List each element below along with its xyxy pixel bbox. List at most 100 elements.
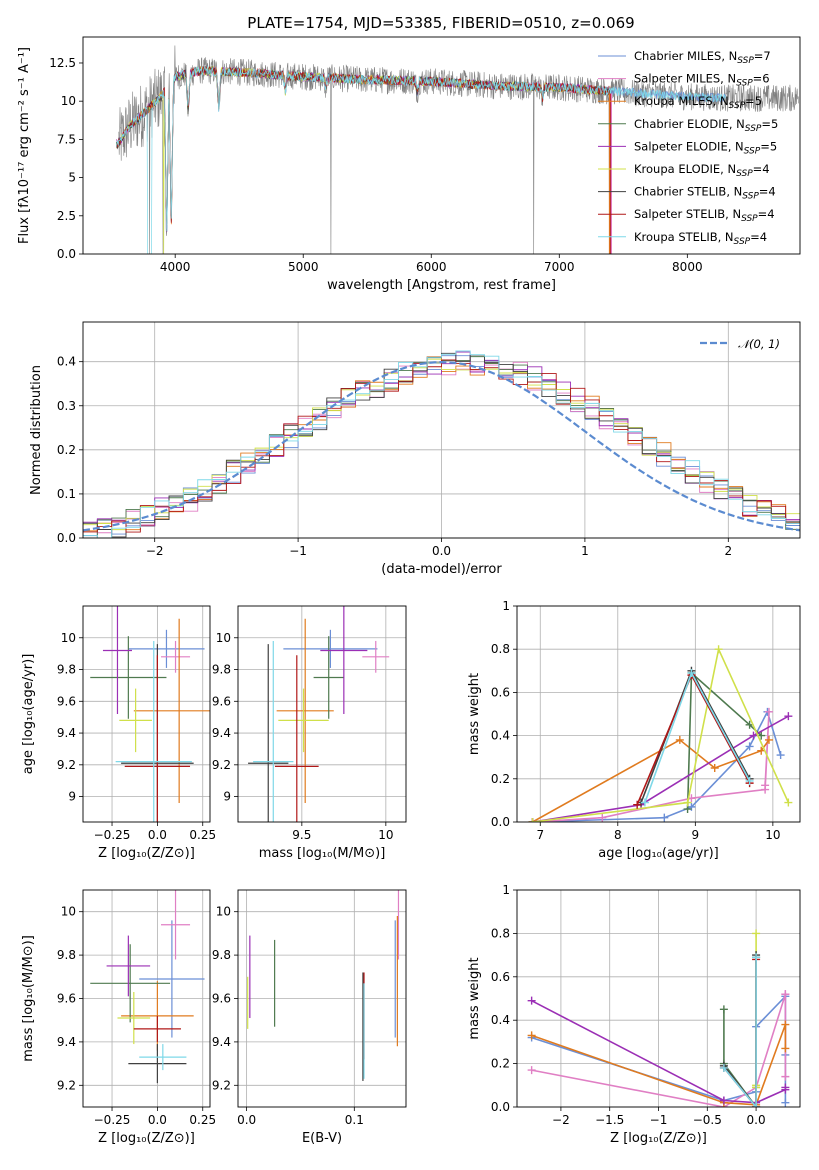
model-line-5 bbox=[115, 65, 611, 254]
y-tick-label: 0.2 bbox=[491, 1057, 510, 1071]
data-point-marker bbox=[781, 1044, 790, 1053]
axes-frame bbox=[82, 605, 211, 823]
chart-residual-histogram: −2 −1 0.0 1 2 0.0 0.1 0.2 0.3 0.4 (data-model)/err… bbox=[29, 321, 801, 577]
x-tick-label: −1 bbox=[289, 544, 307, 558]
x-tick-label: −1.5 bbox=[595, 1113, 624, 1127]
axes-frame bbox=[82, 889, 211, 1108]
data-point-marker bbox=[761, 781, 770, 790]
data-point-marker bbox=[749, 731, 758, 740]
series-line-1 bbox=[531, 993, 787, 1107]
x-tick-label: 0.25 bbox=[189, 1113, 216, 1127]
data-point-marker bbox=[781, 1083, 790, 1092]
x-tick-label: 0.1 bbox=[345, 1113, 364, 1127]
legend: Chabrier MILES, NSSP=7 Salpeter MILES, NS… bbox=[598, 49, 778, 247]
data-point-marker bbox=[714, 645, 723, 654]
x-axis-label: Z [log₁₀(Z/Z⊙)] bbox=[610, 1131, 707, 1146]
x-axis-label: (data-model)/error bbox=[381, 562, 502, 577]
x-tick-label: 10 bbox=[378, 828, 393, 842]
y-tick-label: 9.6 bbox=[57, 992, 76, 1006]
legend-entry: Kroupa MILES, NSSP=5 bbox=[634, 94, 762, 111]
plot-area bbox=[90, 606, 210, 822]
plot-area bbox=[90, 890, 205, 1084]
chart-mass-vs-Z: −0.25 0.0 0.25 9.2 9.4 9.6 9.8 10 Z [log₁₀(Z/Z⊙)… bbox=[21, 889, 216, 1146]
plot-area bbox=[528, 645, 793, 822]
data-point-marker bbox=[640, 798, 649, 807]
y-tick-label: 0.0 bbox=[57, 531, 76, 545]
y-tick-label: 0.0 bbox=[57, 247, 76, 261]
y-tick-label: 0.0 bbox=[491, 815, 510, 829]
y-tick-label: 9.2 bbox=[57, 758, 76, 772]
y-axis-label: mass weight bbox=[467, 673, 482, 755]
normal-curve bbox=[83, 360, 800, 532]
series-line-4 bbox=[532, 715, 789, 822]
histogram-step-7 bbox=[83, 359, 800, 538]
x-tick-label: 7 bbox=[536, 828, 544, 842]
x-axis-label: age [log₁₀(age/yr)] bbox=[598, 846, 719, 861]
data-point-marker bbox=[752, 1103, 761, 1107]
data-point-marker bbox=[776, 751, 785, 760]
data-point-marker bbox=[719, 1063, 728, 1072]
data-point-marker bbox=[752, 953, 761, 962]
y-tick-label: 10 bbox=[61, 631, 76, 645]
legend-entry: Chabrier STELIB, NSSP=4 bbox=[634, 185, 776, 202]
plot-area bbox=[115, 45, 799, 254]
data-point-marker bbox=[719, 1096, 728, 1105]
x-tick-label: 0.0 bbox=[432, 544, 451, 558]
y-tick-label: 9.2 bbox=[212, 1078, 231, 1092]
chart-mass-vs-EBV: 0.0 0.1 9.2 9.4 9.6 9.8 10 E(B-V) bbox=[212, 889, 407, 1146]
y-tick-label: 9.6 bbox=[57, 694, 76, 708]
legend-entry: Salpeter STELIB, NSSP=4 bbox=[634, 207, 775, 224]
series-line-7 bbox=[636, 673, 751, 806]
x-tick-label: 4000 bbox=[160, 260, 191, 274]
y-tick-label: 9.8 bbox=[212, 663, 231, 677]
x-tick-label: −0.25 bbox=[94, 828, 131, 842]
spectrum-data-line bbox=[118, 45, 799, 254]
plot-area bbox=[248, 606, 390, 822]
y-tick-label: 9.8 bbox=[57, 948, 76, 962]
y-tick-label: 0.4 bbox=[491, 1013, 510, 1027]
y-tick-label: 9.8 bbox=[212, 948, 231, 962]
x-tick-label: 7000 bbox=[544, 260, 575, 274]
x-tick-label: 10 bbox=[765, 828, 780, 842]
x-tick-label: 9 bbox=[692, 828, 700, 842]
chart-mass-weight-vs-Z: −2 −1.5 −1 −0.5 0.0 0.0 0.2 0.4 0.6 0.8 1 Z [log₁₀(… bbox=[467, 883, 801, 1146]
data-point-marker bbox=[781, 990, 790, 999]
legend-entry: Kroupa ELODIE, NSSP=4 bbox=[634, 162, 770, 179]
chart-spectrum: 4000 5000 6000 7000 8000 0.0 2.5 5 7.5 10 12.5 wave… bbox=[17, 36, 801, 293]
x-tick-label: 0.0 bbox=[148, 1113, 167, 1127]
y-tick-label: 9.4 bbox=[57, 1035, 76, 1049]
series-line-5 bbox=[532, 646, 790, 822]
y-tick-label: 0.8 bbox=[491, 642, 510, 656]
y-tick-label: 9.8 bbox=[57, 663, 76, 677]
plot-area bbox=[83, 350, 800, 538]
y-tick-label: 9 bbox=[223, 790, 231, 804]
model-line-8 bbox=[115, 65, 727, 254]
plot-area bbox=[247, 890, 400, 1081]
legend-entry: 𝒩(0, 1) bbox=[738, 337, 780, 351]
legend-entry: Salpeter MILES, NSSP=6 bbox=[634, 72, 770, 89]
y-tick-label: 2.5 bbox=[57, 209, 76, 223]
chart-mass-weight-vs-age: 7 8 9 10 0.0 0.2 0.4 0.6 0.8 1 age [log₁₀(age/yr)]… bbox=[467, 599, 801, 861]
data-point-marker bbox=[527, 1066, 536, 1075]
y-tick-label: 10 bbox=[216, 631, 231, 645]
data-point-marker bbox=[781, 1072, 790, 1081]
chart-age-vs-mass: 9.5 10 9 9.2 9.4 9.6 9.8 10 mass [log₁₀(M/M⊙)] bbox=[212, 605, 407, 861]
data-point-marker bbox=[675, 735, 684, 744]
data-point-marker bbox=[784, 712, 793, 721]
x-axis-label: E(B-V) bbox=[302, 1131, 342, 1146]
legend-entry: Chabrier MILES, NSSP=7 bbox=[634, 49, 771, 66]
x-tick-label: 0.0 bbox=[237, 1113, 256, 1127]
x-tick-label: −0.5 bbox=[693, 1113, 722, 1127]
x-axis-label: wavelength [Angstrom, rest frame] bbox=[327, 278, 556, 293]
x-axis-label: Z [log₁₀(Z/Z⊙)] bbox=[98, 846, 195, 861]
legend-entry: Salpeter ELODIE, NSSP=5 bbox=[634, 139, 777, 156]
x-tick-label: 0.0 bbox=[747, 1113, 766, 1127]
x-tick-label: 6000 bbox=[416, 260, 447, 274]
chart-age-vs-Z: −0.25 0.0 0.25 9 9.2 9.4 9.6 9.8 10 Z [log₁₀(Z/Z⊙… bbox=[21, 605, 216, 861]
x-tick-label: 0.0 bbox=[148, 828, 167, 842]
y-axis-label: Normed distribution bbox=[29, 365, 44, 495]
legend-entry: Chabrier ELODIE, NSSP=5 bbox=[634, 117, 778, 134]
data-point-marker bbox=[781, 1098, 790, 1107]
y-tick-label: 0.8 bbox=[491, 926, 510, 940]
